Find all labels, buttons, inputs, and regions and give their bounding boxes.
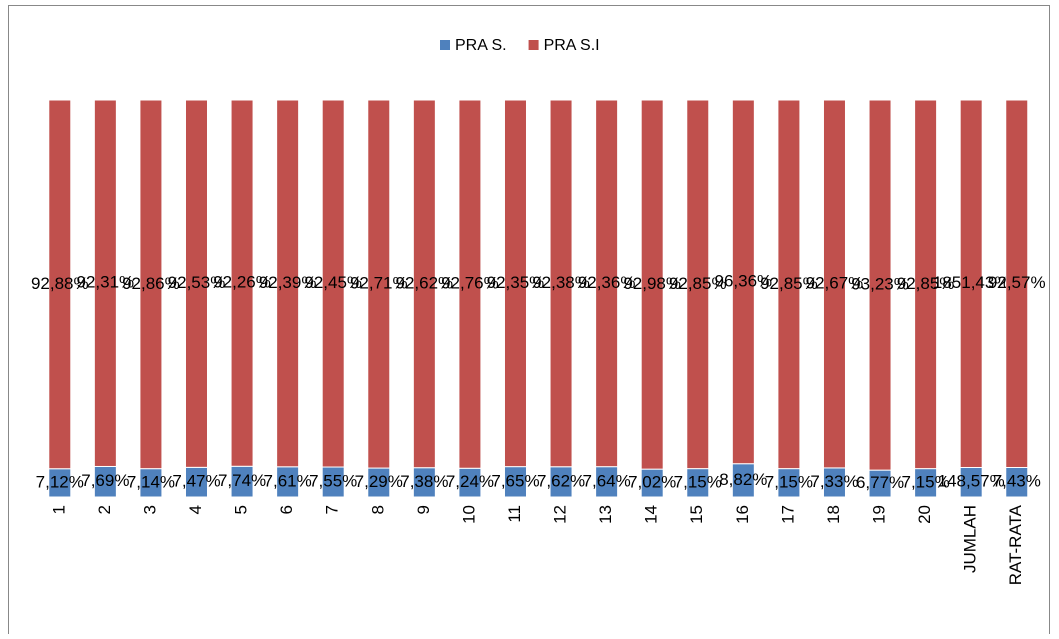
value-label: 7,38%: [400, 472, 448, 491]
x-tick-label: 10: [459, 505, 478, 524]
value-label: 7,47%: [172, 472, 220, 491]
x-tick-label: 3: [140, 505, 159, 514]
value-label: 7,02%: [628, 473, 676, 492]
value-label: 92,76%: [441, 274, 499, 293]
bar-segment: [686, 99, 710, 470]
legend-swatch: [440, 40, 450, 50]
value-label: 92,62%: [396, 273, 454, 292]
value-label: 92,71%: [350, 274, 408, 293]
value-label: 92,45%: [304, 273, 362, 292]
x-tick-label: 20: [915, 505, 934, 524]
value-label: 7,33%: [810, 472, 858, 491]
x-tick-label: 2: [95, 505, 114, 514]
bar-segment: [412, 99, 436, 469]
chart-frame: [8, 5, 1050, 639]
bar-segment: [640, 99, 664, 470]
x-tick-label: 18: [824, 505, 843, 524]
value-label: 92,98%: [623, 274, 681, 293]
value-label: 92,85%: [760, 274, 818, 293]
value-label: 92,88%: [31, 274, 89, 293]
legend-label: PRA S.: [455, 37, 507, 54]
value-label: 7,15%: [765, 472, 813, 491]
bar-segment: [184, 99, 208, 468]
value-label: 7,74%: [218, 471, 266, 490]
bar-segment: [1005, 99, 1029, 469]
value-label: 7,24%: [446, 472, 494, 491]
value-label: 92,38%: [532, 273, 590, 292]
value-label: 7,55%: [309, 471, 357, 490]
value-label: 92,86%: [122, 274, 180, 293]
value-label: 7,69%: [81, 471, 129, 490]
value-label: 1851,43%: [933, 273, 1010, 292]
bar-segment: [367, 99, 391, 469]
value-label: 92,31%: [77, 273, 135, 292]
x-tick-label: 11: [505, 505, 524, 523]
value-label: 7,15%: [902, 472, 950, 491]
value-label: 92,53%: [168, 273, 226, 292]
value-label: 92,67%: [806, 273, 864, 292]
value-label: 92,26%: [213, 273, 271, 292]
x-tick-label: 12: [551, 505, 570, 524]
x-tick-label: JUMLAH: [961, 505, 980, 573]
x-tick-label: 14: [642, 505, 661, 524]
bar-segment: [731, 99, 755, 465]
bar-segment: [868, 99, 892, 471]
x-tick-label: 15: [687, 505, 706, 524]
x-tick-label: 13: [596, 505, 615, 524]
bar-segment: [458, 99, 482, 469]
x-tick-label: 19: [870, 505, 889, 524]
bar-segment: [777, 99, 801, 470]
x-tick-label: 1: [49, 505, 68, 514]
x-tick-label: 7: [323, 505, 342, 514]
bar-segment: [959, 99, 983, 469]
value-label: 7,12%: [36, 472, 84, 491]
value-label: 8,82%: [719, 470, 767, 489]
bar-segment: [822, 99, 846, 469]
value-label: 92,39%: [259, 273, 317, 292]
bar-segment: [321, 99, 345, 468]
value-label: 6,77%: [856, 473, 904, 492]
bar-segment: [503, 99, 527, 468]
value-label: 7,61%: [264, 471, 312, 490]
x-tick-label: 5: [232, 505, 251, 514]
x-tick-label: 17: [778, 505, 797, 524]
bar-segment: [595, 99, 619, 468]
value-label: 96,36%: [714, 271, 772, 290]
bar-segment: [549, 99, 573, 468]
value-label: 7,14%: [127, 472, 175, 491]
x-tick-label: 4: [186, 505, 205, 514]
value-label: 93,23%: [851, 275, 909, 294]
value-label: 7,65%: [491, 471, 539, 490]
bar-segment: [48, 99, 72, 470]
value-label: 7,64%: [583, 471, 631, 490]
x-tick-label: 16: [733, 505, 752, 524]
x-tick-label: 6: [277, 505, 296, 514]
value-label: 92,85%: [897, 274, 955, 293]
bar-segment: [230, 99, 254, 467]
value-label: 7,43%: [993, 472, 1041, 491]
value-label: 7,15%: [674, 472, 722, 491]
value-label: 92,85%: [669, 274, 727, 293]
legend-label: PRA S.I: [544, 37, 600, 54]
value-label: 7,29%: [355, 472, 403, 491]
value-label: 92,35%: [487, 273, 545, 292]
x-tick-label: 9: [414, 505, 433, 514]
value-label: 92,36%: [578, 273, 636, 292]
bar-segment: [914, 99, 938, 470]
value-label: 7,62%: [537, 471, 585, 490]
bar-segment: [139, 99, 163, 470]
legend-swatch: [528, 40, 539, 50]
value-label: 92,57%: [988, 273, 1046, 292]
x-tick-label: 8: [368, 505, 387, 514]
x-tick-label: RAT-RATA: [1006, 504, 1025, 585]
bar-segment: [93, 99, 117, 467]
value-label: 148,57%: [938, 472, 1005, 491]
bar-segment: [276, 99, 300, 468]
